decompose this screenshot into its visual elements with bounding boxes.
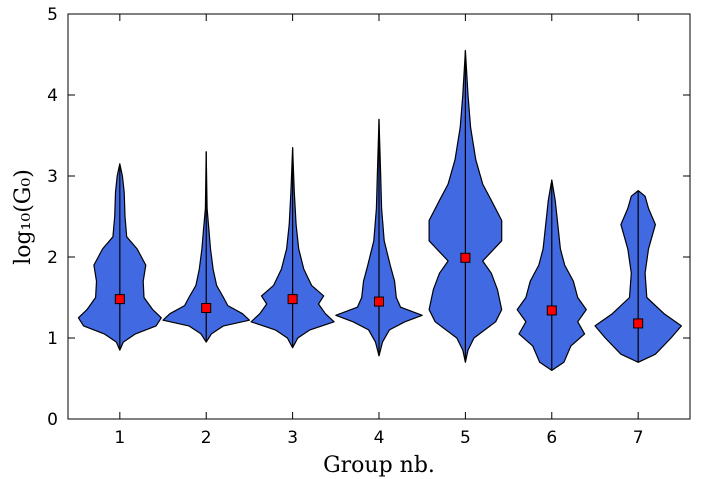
- y-axis-label: log₁₀(G₀): [11, 169, 36, 265]
- x-tick-label: 4: [374, 428, 385, 448]
- x-tick-label: 3: [287, 428, 298, 448]
- y-tick-label: 2: [47, 248, 58, 268]
- y-tick-label: 4: [47, 86, 58, 106]
- y-tick-label: 5: [47, 5, 58, 25]
- mean-marker: [201, 303, 212, 314]
- y-tick-label: 3: [47, 167, 58, 187]
- x-axis-label: Group nb.: [323, 453, 435, 478]
- x-tick-label: 7: [633, 428, 644, 448]
- x-tick-label: 2: [201, 428, 212, 448]
- y-tick-label: 1: [47, 329, 58, 349]
- x-tick-label: 5: [460, 428, 471, 448]
- mean-marker: [546, 305, 557, 316]
- mean-marker: [114, 294, 125, 305]
- mean-marker: [374, 296, 384, 307]
- y-tick-label: 0: [47, 410, 58, 430]
- x-tick-label: 1: [114, 428, 125, 448]
- x-tick-label: 6: [546, 428, 557, 448]
- mean-marker: [460, 252, 471, 263]
- mean-marker: [633, 318, 644, 329]
- mean-marker: [287, 294, 298, 305]
